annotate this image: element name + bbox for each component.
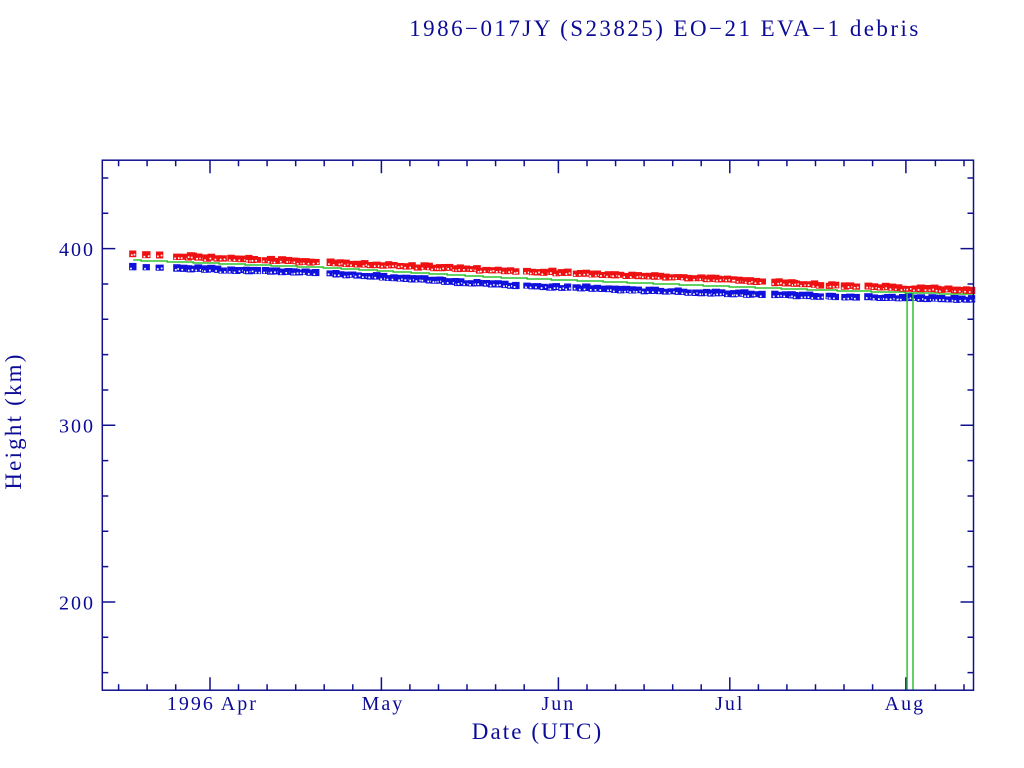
svg-text:1986−017JY (S23825) EO−21 EVA−: 1986−017JY (S23825) EO−21 EVA−1 debris xyxy=(409,16,921,41)
svg-text:Jun: Jun xyxy=(542,693,576,715)
svg-text:300: 300 xyxy=(59,416,95,438)
svg-text:May: May xyxy=(362,693,405,715)
svg-text:1996 Apr: 1996 Apr xyxy=(167,693,258,715)
svg-text:Aug: Aug xyxy=(885,693,925,715)
svg-text:200: 200 xyxy=(59,592,95,614)
svg-text:Jul: Jul xyxy=(715,693,744,715)
svg-text:Height (km): Height (km) xyxy=(1,352,26,489)
svg-text:400: 400 xyxy=(59,239,95,261)
svg-text:Date (UTC): Date (UTC) xyxy=(472,719,604,744)
